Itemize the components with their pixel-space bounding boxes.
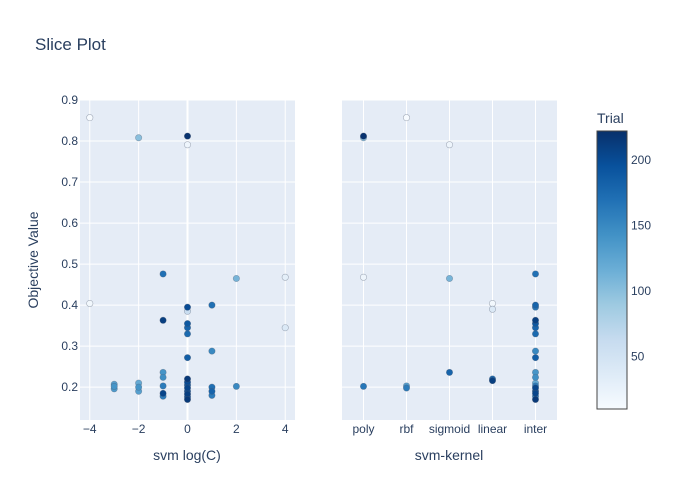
data-point [86,114,94,122]
data-point [159,316,167,324]
x-tick-label: inter [524,422,547,436]
colorbar-tick-label: 150 [631,218,651,232]
y-tick-label: 0.6 [61,216,78,230]
data-point [184,303,192,311]
data-point [281,324,289,332]
data-point [208,387,216,395]
data-point [135,134,143,142]
y-tick-label: 0.2 [61,380,78,394]
y-tick-label: 0.7 [61,175,78,189]
y-tick-label: 0.8 [61,134,78,148]
x-tick-label: −4 [83,422,97,436]
colorbar-tick-label: 100 [631,284,651,298]
data-point [531,347,539,355]
chart-title: Slice Plot [35,35,106,54]
data-point [232,382,240,390]
data-point [110,382,118,390]
data-point [159,389,167,397]
data-point [159,373,167,381]
data-point [135,383,143,391]
colorbar-tick-label: 200 [631,153,651,167]
x-tick-label: poly [352,422,374,436]
data-point [159,382,167,390]
data-point [184,375,192,383]
data-point [184,132,192,140]
data-point [184,320,192,328]
data-point [281,273,289,281]
data-point [531,354,539,362]
data-point [86,299,94,307]
data-point [232,274,240,282]
data-point [531,389,539,397]
data-point [531,316,539,324]
y-tick-label: 0.9 [61,93,78,107]
colorbar [596,130,628,410]
y-tick-label: 0.4 [61,298,78,312]
data-point [531,330,539,338]
y-tick-label: 0.5 [61,257,78,271]
data-point [184,395,192,403]
data-point [531,301,539,309]
data-point [159,270,167,278]
x-axis-title-left: svm log(C) [153,447,221,463]
data-point [208,347,216,355]
x-tick-label: 4 [282,422,289,436]
data-point [488,305,496,313]
x-tick-label: −2 [132,422,146,436]
data-point [184,330,192,338]
data-point [359,382,367,390]
colorbar-title: Trial [597,110,624,126]
data-point [488,377,496,385]
x-tick-label: 2 [233,422,240,436]
data-point [359,132,367,140]
data-point [184,141,192,149]
data-point [445,368,453,376]
data-point [445,274,453,282]
colorbar-tick-label: 50 [631,350,645,364]
data-point [359,273,367,281]
data-point [402,384,410,392]
data-point [445,141,453,149]
x-tick-label: sigmoid [429,422,470,436]
x-tick-label: rbf [399,422,414,436]
data-point [208,301,216,309]
y-axis-title: Objective Value [25,211,41,308]
data-point [531,395,539,403]
data-point [531,270,539,278]
x-tick-label: linear [478,422,507,436]
x-axis-title-right: svm-kernel [415,447,483,463]
data-point [402,114,410,122]
y-tick-label: 0.3 [61,339,78,353]
data-point [531,373,539,381]
data-point [184,384,192,392]
data-point [488,299,496,307]
x-tick-label: 0 [184,422,191,436]
data-point [184,354,192,362]
